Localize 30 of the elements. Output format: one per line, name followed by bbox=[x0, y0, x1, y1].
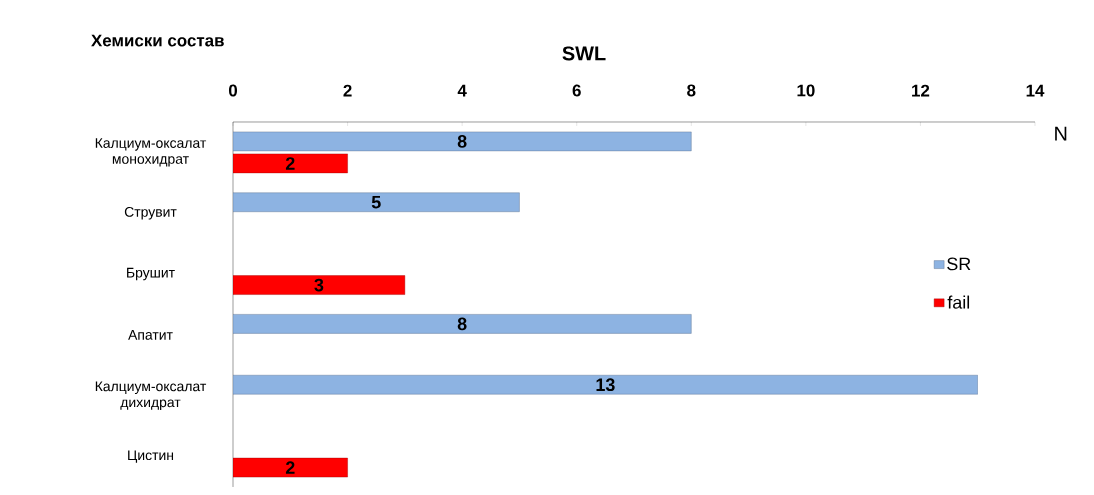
y-tick-label: Струвит bbox=[124, 206, 177, 220]
x-tick-label: 2 bbox=[343, 84, 352, 97]
bar bbox=[233, 375, 978, 395]
bar bbox=[233, 275, 406, 295]
bar bbox=[233, 192, 520, 212]
legend-label: SR bbox=[947, 257, 971, 271]
x-tick-label: 10 bbox=[797, 84, 815, 97]
data-label: 3 bbox=[314, 278, 324, 292]
bar bbox=[233, 314, 692, 334]
y-tick-label: Калциум-оксалат монохидрат bbox=[95, 138, 207, 167]
x-tick-label: 4 bbox=[457, 84, 467, 97]
legend-label: fail bbox=[947, 295, 970, 309]
x-tick-label: 0 bbox=[228, 84, 238, 97]
data-label: 8 bbox=[457, 135, 467, 148]
x-axis-title: N bbox=[1055, 126, 1067, 141]
chart-title: SWL bbox=[562, 46, 606, 61]
data-label: 5 bbox=[371, 195, 381, 209]
data-label: 2 bbox=[285, 157, 295, 170]
y-tick-label: Брушит bbox=[127, 267, 175, 281]
x-tick-label: 6 bbox=[572, 84, 581, 97]
y-tick-label: Апатит bbox=[128, 330, 173, 340]
y-tick-label: Цистин bbox=[128, 450, 174, 463]
data-label: 13 bbox=[596, 378, 615, 392]
y-tick-label: Калциум-оксалат дихидрат bbox=[95, 381, 207, 410]
data-label: 2 bbox=[285, 461, 295, 474]
x-tick-label: 8 bbox=[687, 84, 696, 97]
x-tick-label: 14 bbox=[1026, 84, 1045, 97]
y-axis-title: Хемиски состав bbox=[91, 34, 224, 47]
x-tick-label: 12 bbox=[912, 84, 930, 97]
data-label: 8 bbox=[457, 317, 467, 331]
